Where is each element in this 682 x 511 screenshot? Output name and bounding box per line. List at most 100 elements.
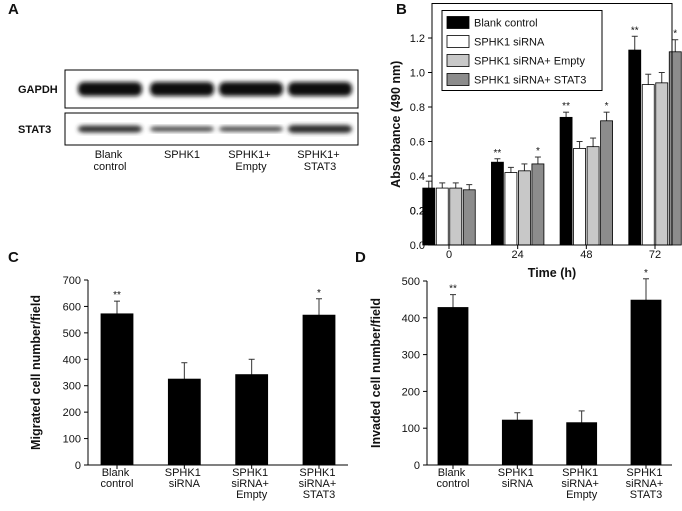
lane-label: SPHK1 <box>164 149 200 161</box>
significance: ** <box>631 25 639 36</box>
x-tick-label: SPHK1 siRNA+ Empty <box>231 467 272 501</box>
legend-label: SPHK1 siRNA+ Empty <box>474 56 585 68</box>
x-tick-label: 48 <box>580 249 592 261</box>
bar <box>628 49 642 246</box>
y-tick-label: 1.2 <box>410 33 425 45</box>
blot-band <box>288 82 352 96</box>
significance: * <box>317 288 321 299</box>
bar <box>435 187 449 246</box>
significance: ** <box>449 284 457 295</box>
significance: * <box>536 146 540 157</box>
legend-label: SPHK1 siRNA+ STAT3 <box>474 75 586 87</box>
legend-swatch <box>446 73 470 86</box>
x-tick-label: SPHK1 siRNA+ STAT3 <box>626 467 667 501</box>
x-tick-label: Blank control <box>100 467 133 490</box>
bar <box>531 163 545 246</box>
x-tick-label-line: Blank <box>102 467 133 479</box>
bar <box>630 299 662 466</box>
x-tick-label-line: siRNA <box>169 478 201 490</box>
significance: ** <box>113 290 121 301</box>
lane-label-line: STAT3 <box>304 161 337 173</box>
y-tick-label: 0.8 <box>410 102 425 114</box>
x-tick-label: 24 <box>512 249 524 261</box>
y-tick-label: 0.6 <box>410 137 425 149</box>
x-tick-label-line: siRNA+ <box>299 478 340 490</box>
panel-label: A <box>8 1 19 18</box>
bar <box>235 374 269 466</box>
bar <box>462 189 476 246</box>
y-tick-label: 500 <box>63 328 81 340</box>
y-tick-label: 1.0 <box>410 68 425 80</box>
y-tick-label: 500 <box>402 276 420 288</box>
x-tick-label: 0 <box>446 249 452 261</box>
blot-band <box>288 125 352 133</box>
x-tick-label-line: SPHK1 <box>562 467 601 479</box>
y-tick-label: 400 <box>402 313 420 325</box>
lane-label: SPHK1+ Empty <box>228 149 274 173</box>
bar <box>655 82 669 246</box>
legend-swatch <box>446 35 470 48</box>
lane-label: SPHK1+ STAT3 <box>297 149 343 173</box>
x-tick-label-line: SPHK1 <box>626 467 665 479</box>
y-tick-label: 300 <box>63 381 81 393</box>
y-axis-label: Migrated cell number/field <box>29 295 43 450</box>
x-tick-label-line: SPHK1 <box>299 467 338 479</box>
y-tick-label: 300 <box>402 350 420 362</box>
significance: * <box>673 29 677 40</box>
bar <box>491 161 504 246</box>
x-tick-label: SPHK1 siRNA+ STAT3 <box>299 467 340 501</box>
x-tick-label-line: STAT3 <box>630 489 663 501</box>
x-tick-label: SPHK1 siRNA+ Empty <box>561 467 602 501</box>
x-tick-label-line: 0 <box>446 249 452 261</box>
y-tick-label: 100 <box>63 434 81 446</box>
lane-label-line: SPHK1+ <box>297 149 343 161</box>
blot-row-label: GAPDH <box>18 84 58 96</box>
legend-swatch <box>446 54 470 67</box>
y-axis-label: Invaded cell number/field <box>369 298 383 448</box>
y-tick-label: 0.2 <box>410 206 425 218</box>
bar <box>302 314 336 466</box>
x-tick-label-line: siRNA <box>502 478 534 490</box>
lane-label-line: SPHK1 <box>164 149 200 161</box>
significance: ** <box>562 101 570 112</box>
x-tick-label-line: control <box>100 478 133 490</box>
lane-label-line: Blank <box>95 149 126 161</box>
x-tick-label-line: SPHK1 <box>232 467 271 479</box>
x-tick-label-line: 24 <box>512 249 524 261</box>
x-tick-label-line: Empty <box>566 489 598 501</box>
y-tick-label: 200 <box>63 407 81 419</box>
x-tick-label-line: siRNA+ <box>231 478 272 490</box>
x-tick-label: SPHK1 siRNA <box>498 467 537 490</box>
bar <box>641 84 655 246</box>
bar <box>573 147 586 246</box>
y-tick-label: 0 <box>75 460 81 472</box>
x-tick-label-line: siRNA+ <box>626 478 667 490</box>
bar <box>422 187 436 246</box>
significance: * <box>644 268 648 279</box>
legend-label: SPHK1 siRNA <box>474 37 545 49</box>
bar <box>167 378 201 466</box>
bar <box>586 146 600 246</box>
panel-label: B <box>396 1 407 18</box>
y-tick-label: 700 <box>63 275 81 287</box>
bar <box>449 187 463 246</box>
panel-label: D <box>355 249 366 266</box>
lane-label: Blank control <box>93 149 126 173</box>
x-tick-label-line: Empty <box>236 489 268 501</box>
blot-band <box>219 82 283 96</box>
plot-frame <box>431 3 673 246</box>
y-tick-label: 0.2 <box>410 206 425 218</box>
legend-label: Blank control <box>474 18 538 30</box>
blot-band <box>219 126 283 132</box>
bar <box>566 422 598 466</box>
x-tick-label: Blank control <box>436 467 469 490</box>
bar <box>501 419 533 466</box>
bar <box>518 170 531 246</box>
lane-label-line: Empty <box>235 161 267 173</box>
significance: * <box>605 101 609 112</box>
x-tick-label: SPHK1 siRNA <box>165 467 204 490</box>
bar <box>437 307 469 466</box>
x-axis-label: Time (h) <box>528 266 576 280</box>
blot-band <box>78 125 142 133</box>
